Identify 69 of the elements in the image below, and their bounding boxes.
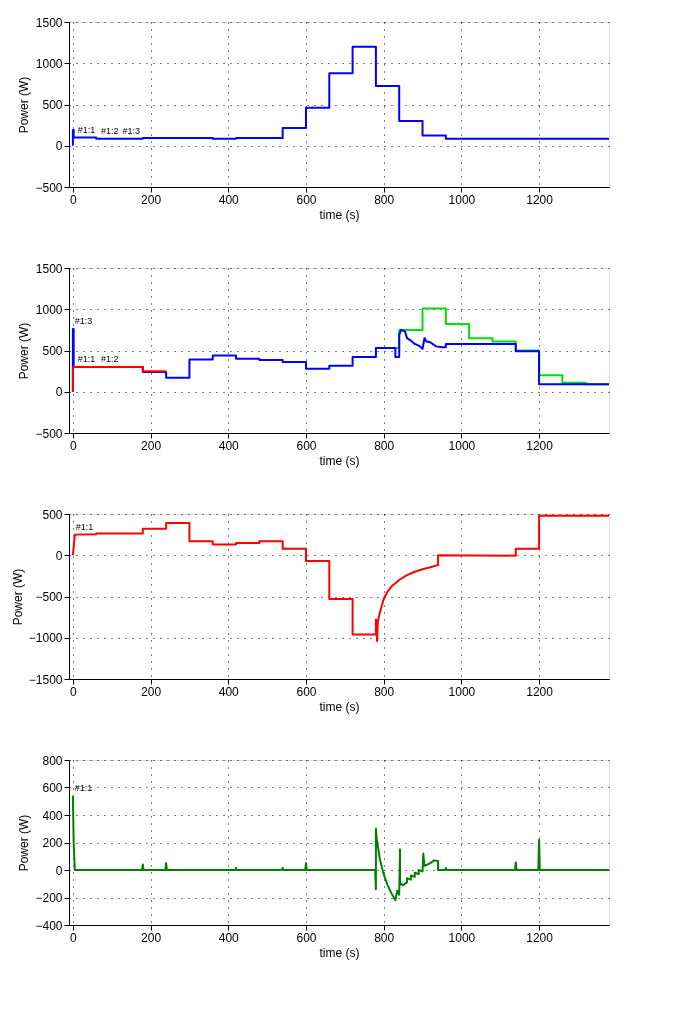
x-tick-label: 1200	[526, 192, 554, 207]
x-tick-label: 1000	[448, 438, 476, 453]
x-tick-label: 0	[70, 192, 78, 207]
annotation: #1:1	[77, 124, 96, 135]
x-tick-label: 0	[70, 684, 78, 699]
y-axis-title: Power (W)	[17, 322, 32, 380]
annotation: #1:2	[101, 354, 119, 364]
y-tick-label: 500	[42, 98, 63, 112]
y-tick-label: −400	[35, 918, 63, 933]
line-series	[71, 514, 610, 643]
annotation: #1:3	[122, 125, 140, 136]
y-tick-label: 1500	[35, 261, 63, 276]
y-tick-label: −500	[35, 180, 63, 195]
y-tick-label: −1000	[28, 631, 63, 646]
x-tick-label: 600	[296, 684, 317, 699]
y-tick-label: 800	[42, 753, 63, 768]
y-tick-label: 1500	[35, 15, 63, 30]
x-axis-title: time (s)	[319, 699, 360, 714]
x-tick-label: 800	[374, 438, 395, 453]
x-tick-label: 1000	[448, 930, 476, 945]
x-tick-label: 1200	[526, 438, 554, 453]
annotation: #1:2	[101, 125, 119, 136]
y-tick-label: 600	[42, 781, 63, 795]
x-tick-label: 800	[374, 192, 395, 207]
x-tick-label: 600	[296, 438, 317, 453]
x-axis-title: time (s)	[319, 207, 360, 222]
y-tick-label: 500	[42, 507, 63, 522]
x-tick-label: 1000	[448, 684, 476, 699]
y-axis-title: Power (W)	[17, 76, 32, 134]
y-tick-label: 0	[55, 548, 63, 563]
line-series	[71, 45, 610, 147]
x-tick-label: 400	[218, 192, 240, 207]
y-tick-label: 200	[42, 836, 63, 850]
x-tick-label: 600	[296, 192, 317, 207]
y-tick-label: −200	[35, 891, 63, 905]
y-axis-title: Power (W)	[17, 814, 32, 872]
x-axis-title: time (s)	[319, 453, 360, 468]
line-series	[71, 794, 610, 902]
y-axis-title: Power (W)	[10, 568, 25, 626]
x-tick-label: 1200	[526, 930, 554, 945]
y-tick-label: −500	[35, 426, 63, 441]
annotation: #1:1	[74, 782, 93, 793]
y-tick-label: 1000	[35, 302, 63, 317]
x-tick-label: 200	[141, 192, 162, 207]
y-tick-label: −500	[35, 590, 63, 604]
x-tick-label: 600	[296, 930, 317, 945]
y-tick-label: 0	[55, 863, 63, 878]
x-tick-label: 0	[70, 438, 78, 453]
annotation: #1:3	[74, 316, 93, 327]
y-tick-label: 400	[42, 808, 63, 823]
x-tick-label: 200	[141, 684, 162, 699]
y-tick-label: 0	[55, 385, 63, 400]
x-tick-label: 1200	[526, 684, 554, 699]
annotation: #1:1	[77, 354, 96, 364]
x-tick-label: 400	[218, 684, 240, 699]
x-tick-label: 200	[141, 438, 162, 453]
x-tick-label: 0	[70, 930, 78, 945]
x-tick-label: 800	[374, 684, 395, 699]
y-tick-label: 500	[42, 344, 63, 358]
x-tick-label: 400	[218, 438, 240, 453]
x-tick-label: 400	[218, 930, 240, 945]
x-tick-label: 1000	[448, 192, 476, 207]
annotation: #1:1	[75, 521, 94, 532]
x-tick-label: 800	[374, 930, 395, 945]
x-tick-label: 200	[141, 930, 162, 945]
y-tick-label: 1000	[35, 56, 63, 71]
y-tick-label: −1500	[28, 672, 63, 687]
x-axis-title: time (s)	[319, 945, 360, 960]
y-tick-label: 0	[55, 139, 63, 154]
